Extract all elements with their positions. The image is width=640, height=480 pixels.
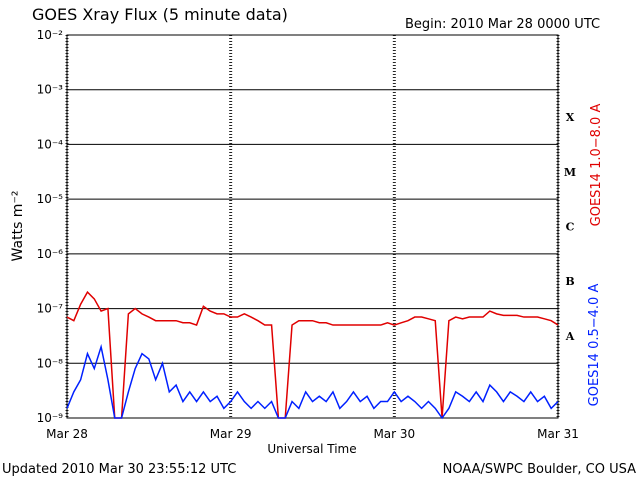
footer-right: NOAA/SWPC Boulder, CO USA [443, 462, 636, 477]
y-axis-label: Watts m⁻² [10, 191, 26, 262]
flare-class-label: C [566, 221, 575, 234]
x-axis-label: Universal Time [267, 442, 356, 456]
y-tick-label: 10⁻² [37, 28, 64, 42]
y-tick-label: 10⁻⁴ [37, 137, 64, 151]
y-tick-label: 10⁻⁷ [37, 302, 64, 316]
flare-class-label: A [565, 330, 575, 343]
footer-left: Updated 2010 Mar 30 23:55:12 UTC [2, 462, 236, 477]
y-tick-label: 10⁻⁸ [37, 356, 64, 370]
x-tick-label: Mar 30 [373, 427, 415, 441]
flare-class-label: B [565, 275, 574, 288]
series-line [66, 343, 559, 420]
chart-subtitle: Begin: 2010 Mar 28 0000 UTC [405, 17, 600, 32]
y-tick-label: 10⁻⁵ [37, 192, 64, 206]
y-tick-label: 10⁻⁶ [37, 247, 64, 261]
legend-entry: GOES14 0.5−4.0 A [587, 284, 602, 407]
y-tick-label: 10⁻⁹ [37, 411, 64, 425]
x-tick-label: Mar 29 [210, 427, 252, 441]
flare-class-label: M [564, 166, 576, 179]
plot-frame [66, 34, 559, 419]
flare-class-label: X [566, 111, 575, 124]
series-line [66, 290, 559, 419]
y-tick-label: 10⁻³ [37, 83, 64, 97]
x-tick-label: Mar 28 [46, 427, 88, 441]
chart-title: GOES Xray Flux (5 minute data) [32, 5, 288, 24]
x-tick-label: Mar 31 [537, 427, 579, 441]
legend-entry: GOES14 1.0−8.0 A [589, 104, 604, 227]
